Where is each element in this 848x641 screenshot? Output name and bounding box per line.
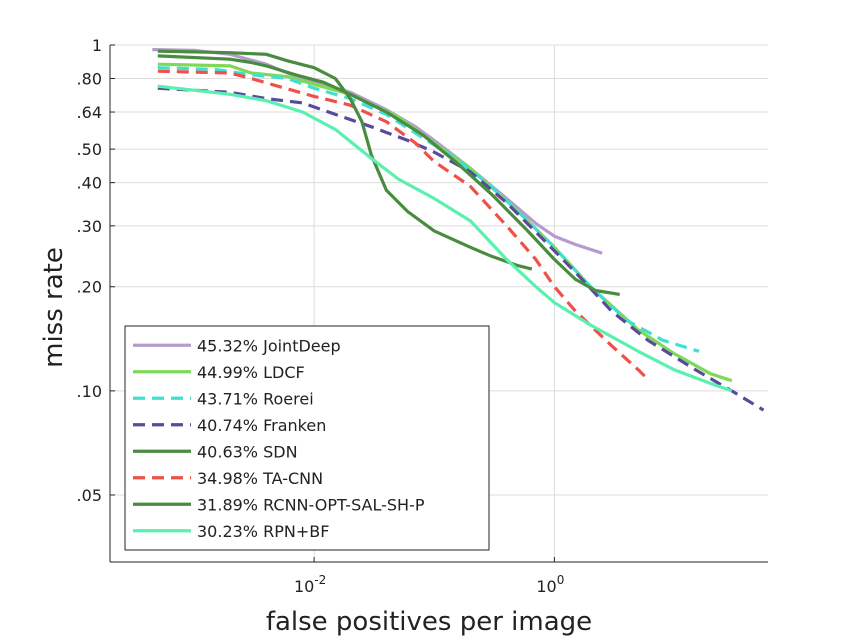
series-line-0 [152, 48, 603, 255]
axes: 1 .80 .64 .50 .40 .30 .20 .10 .05 10-2 100 false po… [39, 36, 768, 637]
legend-label: 43.71% Roerei [197, 389, 314, 408]
y-tick-label: .80 [77, 70, 102, 89]
legend-label: 34.98% TA-CNN [197, 469, 323, 488]
plot-series [152, 48, 765, 412]
y-tick-label: .50 [77, 140, 102, 159]
y-tick-label: .30 [77, 217, 102, 236]
series-line-2 [157, 66, 700, 353]
series-line-3 [157, 86, 765, 412]
y-tick-label: .20 [77, 278, 102, 297]
y-tick-label: 1 [92, 36, 102, 55]
series-line-6 [157, 49, 533, 271]
legend: 45.32% JointDeep 44.99% LDCF 43.71% Roerei… [124, 325, 490, 551]
y-tick-label: .10 [77, 382, 102, 401]
x-tick-label: 10-2 [294, 573, 326, 596]
series-line-4 [157, 54, 620, 296]
y-tick-label: .05 [77, 486, 102, 505]
legend-label: 31.89% RCNN-OPT-SAL-SH-P [197, 495, 425, 514]
series-line-7 [157, 84, 733, 393]
y-tick-label: .64 [77, 103, 102, 122]
legend-label: 44.99% LDCF [197, 363, 305, 382]
x-axis-title: false positives per image [266, 607, 592, 636]
legend-label: 40.63% SDN [197, 442, 298, 461]
legend-label: 30.23% RPN+BF [197, 522, 329, 541]
legend-label: 40.74% Franken [197, 416, 326, 435]
x-tick-label: 100 [536, 573, 564, 596]
y-tick-label: .40 [77, 174, 102, 193]
legend-label: 45.32% JointDeep [197, 336, 341, 355]
y-axis-title: miss rate [39, 247, 69, 368]
legend-box [124, 325, 490, 551]
